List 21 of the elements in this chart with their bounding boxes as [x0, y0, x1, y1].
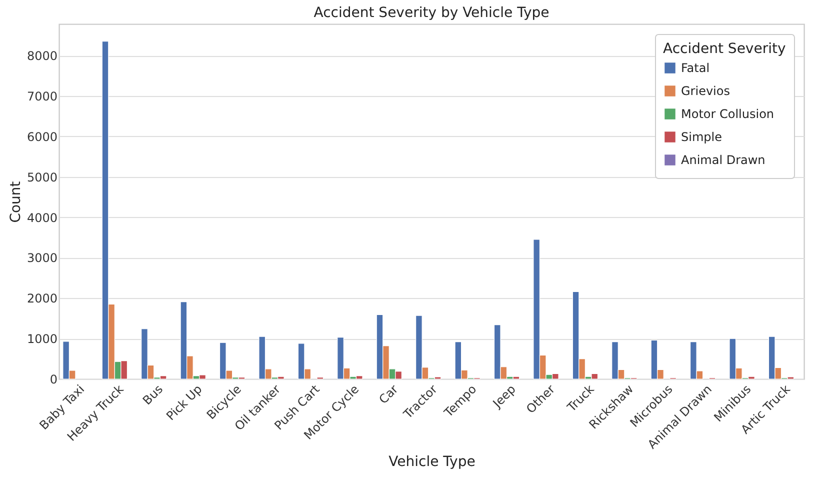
legend-label: Fatal: [681, 61, 710, 75]
y-tick-label: 6000: [26, 130, 58, 144]
x-tick-label: Car: [376, 382, 401, 407]
y-tick-label: 5000: [26, 170, 58, 184]
y-tick-label: 8000: [26, 49, 58, 64]
y-tick-label: 4000: [26, 210, 58, 225]
y-tick-label: 3000: [26, 251, 58, 266]
legend-label: Simple: [681, 130, 722, 144]
y-axis-title: Count: [8, 180, 24, 223]
legend-label: Motor Collusion: [681, 107, 774, 121]
y-tick-label: 1000: [26, 332, 58, 346]
chart-title: Accident Severity by Vehicle Type: [314, 5, 550, 21]
legend-label: Grievios: [681, 84, 730, 98]
x-axis-title: Vehicle Type: [388, 454, 476, 470]
x-tick-label: Bus: [140, 382, 166, 408]
y-tick-label: 0: [50, 372, 58, 386]
y-tick-label: 7000: [26, 89, 58, 104]
y-tick-label: 2000: [26, 292, 58, 306]
legend-label: Animal Drawn: [681, 153, 766, 167]
x-tick-label: Pick Up: [164, 382, 205, 424]
legend-title: Accident Severity: [663, 41, 786, 57]
